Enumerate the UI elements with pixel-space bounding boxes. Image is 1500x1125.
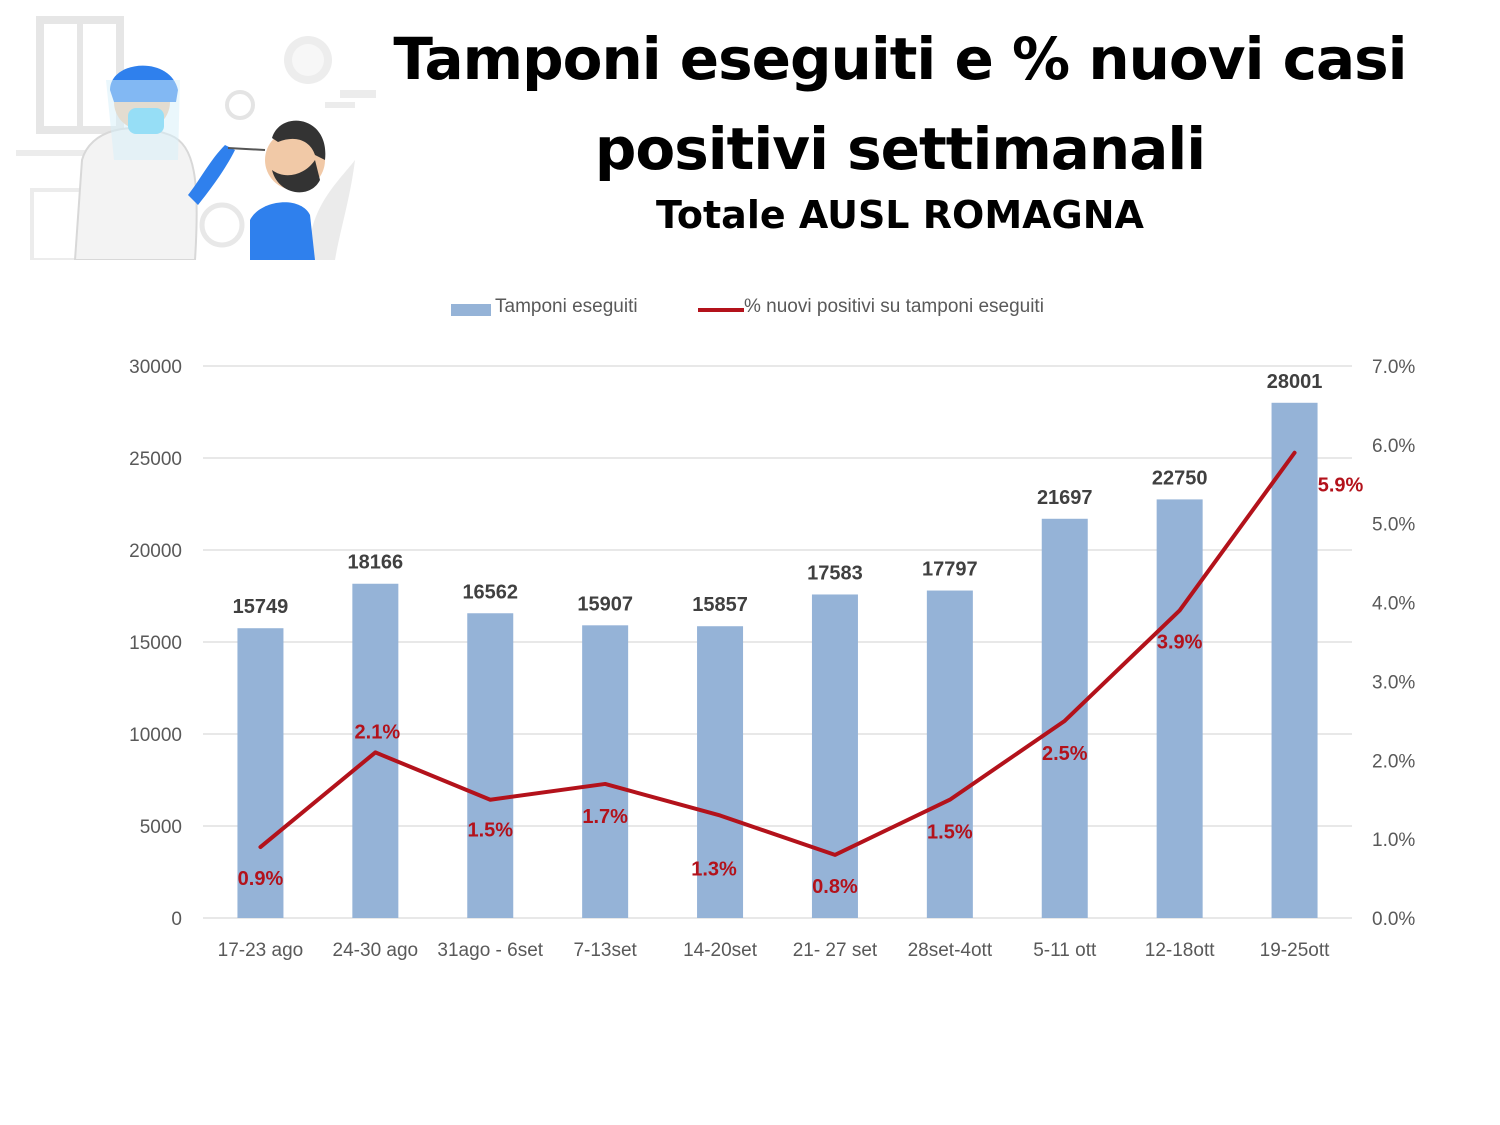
line-value-label: 0.8%: [812, 876, 858, 898]
bar: [582, 625, 629, 918]
y2-axis-tick-label: 5.0%: [1372, 515, 1415, 536]
y2-axis-tick-label: 4.0%: [1372, 594, 1415, 615]
line-value-label: 2.1%: [355, 721, 401, 743]
y2-axis-tick-label: 0.0%: [1372, 909, 1415, 930]
x-axis-tick-label: 24-30 ago: [333, 940, 419, 961]
x-axis-tick-label: 17-23 ago: [218, 940, 304, 961]
x-axis-tick-label: 21- 27 set: [793, 940, 878, 961]
y-axis-tick-label: 30000: [129, 357, 182, 378]
bar-value-label: 16562: [462, 581, 518, 603]
bar-value-label: 17583: [807, 562, 863, 584]
line-value-label: 3.9%: [1157, 631, 1203, 653]
y-axis-tick-label: 10000: [129, 725, 182, 746]
x-axis-tick-label: 7-13set: [573, 940, 637, 961]
legend-swatch-line: [698, 308, 744, 312]
bar-value-label: 15857: [692, 594, 748, 616]
page-subtitle: Totale AUSL ROMAGNA: [656, 193, 1144, 237]
y2-axis-tick-label: 1.0%: [1372, 830, 1415, 851]
x-axis-tick-label: 14-20set: [683, 940, 758, 961]
covid-swab-test-illustration: [16, 16, 376, 260]
bar: [926, 590, 973, 918]
bar: [467, 613, 514, 918]
legend-label-bars: Tamponi eseguiti: [495, 296, 638, 317]
y-axis-tick-label: 0: [171, 909, 182, 930]
x-axis-tick-label: 31ago - 6set: [437, 940, 543, 961]
x-axis-tick-label: 19-25ott: [1260, 940, 1330, 961]
x-axis-tick-label: 28set-4ott: [908, 940, 993, 961]
y2-axis-tick-label: 7.0%: [1372, 357, 1415, 378]
y2-axis-tick-label: 6.0%: [1372, 436, 1415, 457]
line-value-label: 0.9%: [238, 868, 284, 890]
y2-axis-tick-label: 2.0%: [1372, 751, 1415, 772]
line-value-label: 5.9%: [1318, 475, 1364, 497]
line-value-label: 1.7%: [582, 806, 628, 828]
bar: [697, 626, 744, 918]
line-value-label: 2.5%: [1042, 743, 1088, 765]
line-value-label: 1.5%: [927, 822, 973, 844]
bar-value-label: 22750: [1152, 467, 1208, 489]
x-axis-tick-label: 5-11 ott: [1033, 940, 1097, 961]
y-axis-tick-label: 5000: [140, 817, 182, 838]
y-axis-tick-label: 25000: [129, 449, 182, 470]
bar-value-label: 15749: [233, 596, 289, 618]
bar-value-label: 15907: [577, 593, 633, 615]
bar: [811, 594, 858, 918]
bar: [1271, 402, 1318, 918]
bar-value-label: 17797: [922, 559, 978, 581]
bar-value-label: 18166: [348, 552, 404, 574]
line-value-label: 1.3%: [691, 858, 737, 880]
y-axis-tick-label: 15000: [129, 633, 182, 654]
y-axis-tick-label: 20000: [129, 541, 182, 562]
chart-legend: Tamponi eseguiti % nuovi positivi su tam…: [0, 296, 1500, 322]
page-title: Tamponi eseguiti e % nuovi casi positivi…: [393, 25, 1407, 183]
line-value-label: 1.5%: [467, 820, 513, 842]
line-series-positivi: [258, 450, 1297, 857]
tamponi-chart: 0 5000 10000 15000 20000 25000 30000 0.0% 1.0% 2.…: [129, 357, 1415, 961]
bar: [237, 628, 284, 918]
bar-value-label: 28001: [1267, 371, 1323, 393]
y2-axis-tick-label: 3.0%: [1372, 672, 1415, 693]
legend-label-line: % nuovi positivi su tamponi eseguiti: [744, 296, 1044, 317]
x-axis-tick-label: 12-18ott: [1145, 940, 1215, 961]
bar-value-label: 21697: [1037, 487, 1093, 509]
bar: [1156, 499, 1203, 918]
legend-swatch-bars: [451, 304, 491, 316]
